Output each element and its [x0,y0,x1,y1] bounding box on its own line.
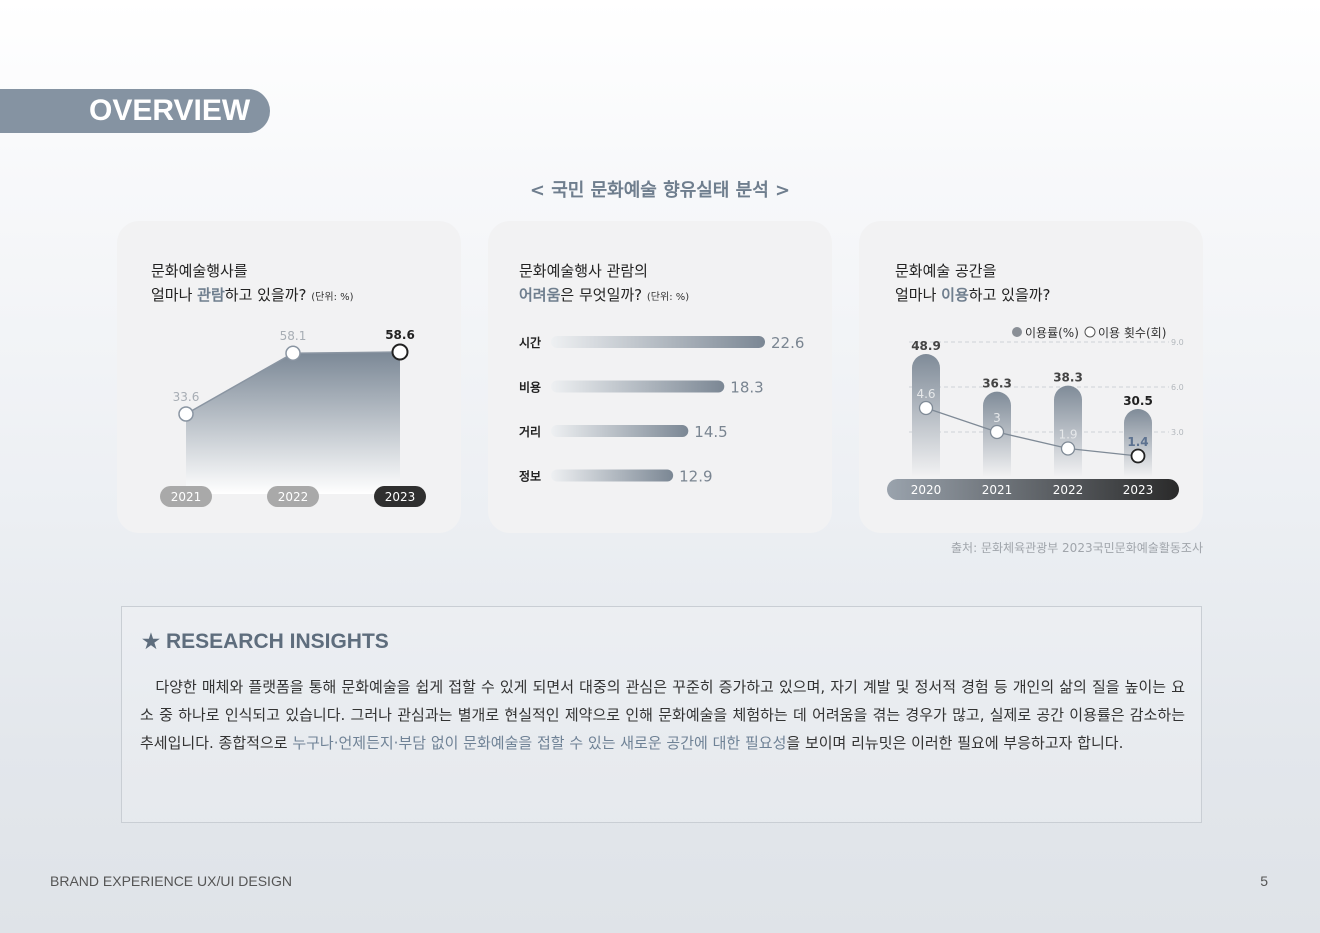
bar-category-label: 정보 [519,469,541,484]
line-point [989,424,1005,440]
right-axis-tick: 3.0 [1171,428,1184,437]
category-pill [267,486,319,507]
bar-value-label: 18.3 [730,379,763,397]
year-label: 2022 [1053,483,1084,497]
category-label: 2022 [278,490,309,504]
bar-value-label: 30.5 [1123,394,1153,408]
area-chart: 33.6 58.1 58.6 2021 2022 2023 [160,328,426,507]
bar-value-label: 38.3 [1053,371,1083,385]
card-title: 문화예술 공간을 얼마나 이용하고 있을까? [895,262,1051,304]
line-point [918,400,934,416]
right-axis-tick: 9.0 [1171,338,1184,347]
line-value-label: 3 [993,411,1001,425]
footer-brand: BRAND EXPERIENCE UX/UI DESIGN [50,873,292,889]
data-label: 58.6 [385,328,415,342]
line-value-label: 4.6 [916,387,935,401]
bar-value-label: 22.6 [771,334,804,352]
bar-category-label: 비용 [519,380,541,395]
card-title: 문화예술행사를 얼마나 관람하고 있을까? (단위: %) [151,262,354,304]
line-value-label: 1.9 [1058,428,1077,442]
bar [551,425,689,437]
line-point [1060,441,1076,456]
card-title: 문화예술행사 관람의 어려움은 무엇일까? (단위: %) [519,262,690,304]
year-label: 2021 [982,483,1013,497]
overview-tab: OVERVIEW [0,89,270,133]
data-label: 58.1 [280,329,307,343]
data-point [285,345,301,361]
category-label: 2021 [171,490,202,504]
legend-label: 이용률(%) [1025,326,1079,340]
legend-label: 이용 횟수(회) [1098,326,1166,340]
category-label: 2023 [385,490,416,504]
bar [551,469,674,482]
research-insights-box: ★ RESEARCH INSIGHTS 다양한 매체와 플랫폼을 통해 문화예술을… [121,606,1202,823]
star-icon: ★ [142,631,160,653]
area-fill [186,352,400,494]
right-axis-tick: 6.0 [1171,383,1184,392]
year-label: 2020 [911,483,942,497]
combo-chart: 이용률(%) 이용 횟수(회) 9.0 6.0 3.0 48.9 36.3 38.3 30.… [887,326,1184,500]
bar-chart: 시간 22.6 비용 18.3 거리 14.5 정보 12.9 [519,334,804,486]
bar-value-label: 48.9 [911,339,941,353]
line-point [1130,448,1146,464]
page-number: 5 [1260,873,1268,889]
category-pill [374,486,426,507]
data-point [391,343,409,361]
year-axis-bar [887,479,1179,500]
legend-dot-hollow [1084,326,1096,338]
usage-bar [912,354,940,477]
data-point [178,406,194,422]
card-attendance: 문화예술행사를 얼마나 관람하고 있을까? (단위: %) 33.6 58.1 58… [117,221,461,533]
usage-bar [1124,409,1152,477]
usage-bar [1054,385,1082,477]
card-usage: 문화예술 공간을 얼마나 이용하고 있을까? 이용률(%) 이용 횟수(회) 9.… [859,221,1203,533]
bar-value-label: 12.9 [679,468,712,486]
category-pill [160,486,212,507]
bar-value-label: 14.5 [694,423,727,441]
insights-title: ★ RESEARCH INSIGHTS [142,630,389,653]
source-note: 출처: 문화체육관광부 2023국민문화예술활동조사 [951,541,1203,555]
bar-category-label: 거리 [519,424,541,439]
section-title: < 국민 문화예술 향유실태 분석 > [529,180,791,201]
bar-value-label: 36.3 [982,377,1012,391]
data-label: 33.6 [173,390,200,404]
insights-body: 다양한 매체와 플랫폼을 통해 문화예술을 쉽게 접할 수 있게 되면서 대중의… [140,678,1185,752]
bar [551,336,765,348]
year-label: 2023 [1123,483,1154,497]
bar-category-label: 시간 [519,335,541,350]
legend-dot-filled [1012,327,1022,337]
line-value-label: 1.4 [1127,435,1148,449]
bar [551,380,725,393]
card-difficulty: 문화예술행사 관람의 어려움은 무엇일까? (단위: %) 시간 22.6 비용 18… [488,221,832,533]
frequency-line [925,407,1139,457]
